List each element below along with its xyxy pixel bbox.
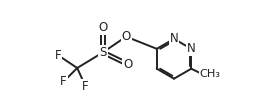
Text: O: O [123, 58, 133, 71]
Text: N: N [187, 42, 196, 55]
Text: F: F [60, 75, 67, 88]
Text: F: F [82, 80, 89, 93]
Text: N: N [170, 32, 178, 45]
Text: O: O [121, 30, 131, 43]
Text: S: S [99, 46, 107, 59]
Text: CH₃: CH₃ [200, 69, 220, 79]
Text: O: O [98, 21, 108, 34]
Text: F: F [55, 49, 61, 62]
